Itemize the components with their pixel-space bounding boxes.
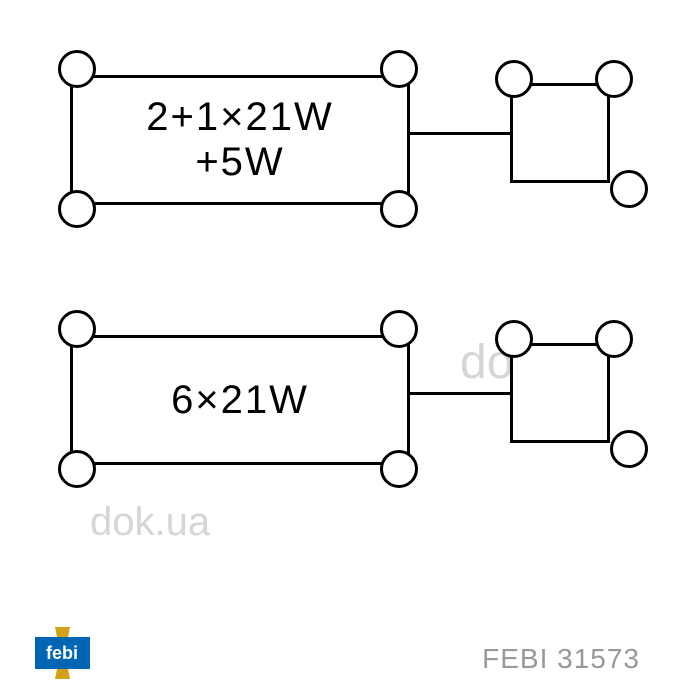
terminal-1-3 — [380, 190, 418, 228]
aux-box-1 — [510, 83, 610, 183]
terminal-2-6 — [610, 430, 648, 468]
terminal-1-5 — [595, 60, 633, 98]
connector-line-2 — [410, 392, 510, 395]
terminal-1-6 — [610, 170, 648, 208]
terminal-2-2 — [58, 450, 96, 488]
brand-logo: febi — [35, 625, 90, 680]
relay-1-label-line1: 2+1×21W — [146, 95, 333, 140]
footer-label: FEBI 31573 — [482, 643, 640, 675]
diagram-container: 2+1×21W +5W 6×21W — [70, 50, 630, 530]
footer-part-number: 31573 — [557, 643, 640, 674]
relay-box-1: 2+1×21W +5W — [70, 75, 410, 205]
relay-box-2: 6×21W — [70, 335, 410, 465]
connector-line-1 — [410, 132, 510, 135]
terminal-2-5 — [595, 320, 633, 358]
footer-brand: FEBI — [482, 643, 548, 674]
svg-text:febi: febi — [46, 643, 78, 663]
terminal-1-4 — [495, 60, 533, 98]
aux-box-2 — [510, 343, 610, 443]
terminal-1-2 — [58, 190, 96, 228]
terminal-1-1 — [380, 50, 418, 88]
terminal-2-3 — [380, 450, 418, 488]
terminal-2-4 — [495, 320, 533, 358]
terminal-2-1 — [380, 310, 418, 348]
relay-1-label-line2: +5W — [195, 140, 284, 185]
terminal-1-0 — [58, 50, 96, 88]
relay-2-label-line1: 6×21W — [171, 378, 309, 423]
febi-logo-icon: febi — [35, 625, 90, 680]
terminal-2-0 — [58, 310, 96, 348]
